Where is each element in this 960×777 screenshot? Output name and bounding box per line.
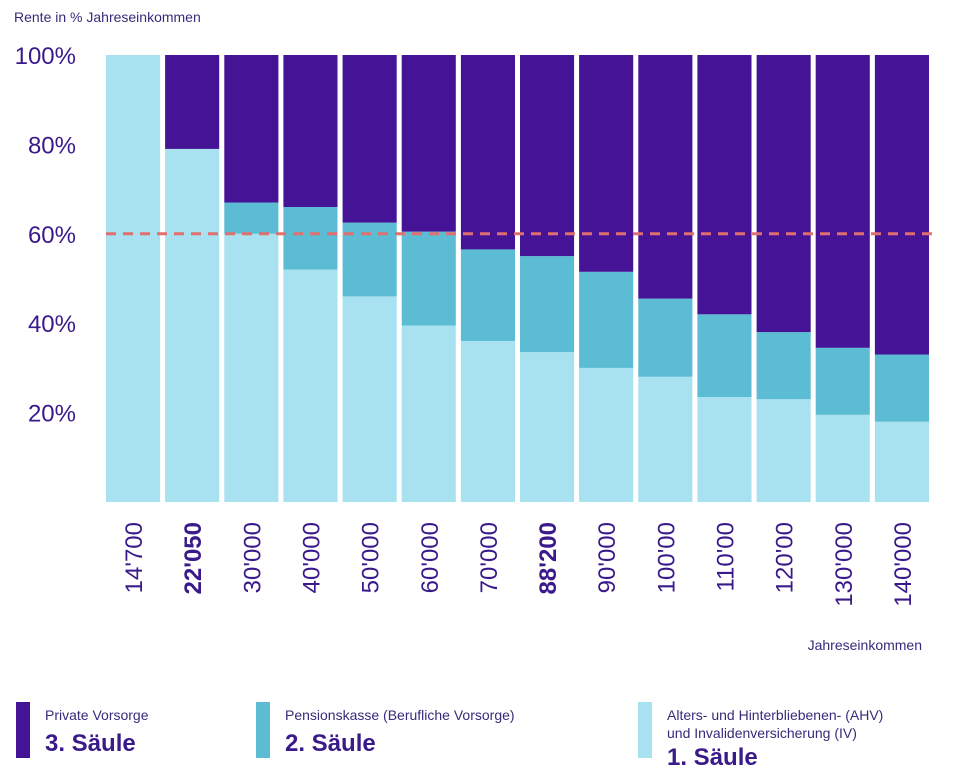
legend-subtitle: Private Vorsorge xyxy=(45,707,149,723)
legend-title: 3. Säule xyxy=(45,730,136,757)
legend-subtitle: Pensionskasse (Berufliche Vorsorge) xyxy=(285,707,515,723)
legend-subtitle: Alters- und Hinterbliebenen- (AHV) und I… xyxy=(667,706,883,742)
bar-segment-1-s-ule-11 xyxy=(756,399,811,502)
x-tick-label: 100'00 xyxy=(653,522,680,593)
legend-subtitle-line1: Alters- und Hinterbliebenen- (AHV) xyxy=(667,707,884,723)
x-axis-label: Jahreseinkommen xyxy=(808,637,922,653)
bar-segment-2-s-ule-10 xyxy=(697,314,752,397)
x-tick-label: 70'000 xyxy=(476,522,503,593)
bar-segment-1-s-ule-0 xyxy=(106,55,161,502)
x-tick-label: 50'000 xyxy=(358,522,385,593)
x-tick-label: 110'00 xyxy=(713,522,740,592)
bar-segment-1-s-ule-1 xyxy=(165,148,220,502)
bar-segment-2-s-ule-2 xyxy=(224,202,279,234)
y-axis-label: Rente in % Jahreseinkommen xyxy=(14,9,201,25)
bar-segment-1-s-ule-12 xyxy=(815,414,870,502)
y-tick-label: 100% xyxy=(15,43,76,70)
bar-segment-3-s-ule-6 xyxy=(460,55,515,250)
bar-segment-2-s-ule-12 xyxy=(815,347,870,415)
bar-segment-3-s-ule-13 xyxy=(874,55,929,355)
bar-segment-2-s-ule-7 xyxy=(520,256,575,353)
bar-segment-1-s-ule-7 xyxy=(520,352,575,502)
x-tick-label: 90'000 xyxy=(594,522,621,593)
bar-segment-2-s-ule-3 xyxy=(283,207,338,270)
x-ticks-group: 14'700 22'050 30'000 40'000 50'000 60'000 70'0… xyxy=(121,522,917,607)
legend-item-2-saeule: Pensionskasse (Berufliche Vorsorge) 2. S… xyxy=(256,700,576,758)
legend-swatch-2-saeule xyxy=(256,702,270,758)
legend-swatch-1-saeule xyxy=(638,702,652,758)
bar-segment-2-s-ule-6 xyxy=(460,249,515,341)
y-ticks-group: 20% 40% 60% 80% 100% xyxy=(15,43,76,428)
bar-segment-3-s-ule-11 xyxy=(756,55,811,333)
bar-segment-1-s-ule-6 xyxy=(460,341,515,502)
bar-segment-3-s-ule-9 xyxy=(638,55,693,299)
bar-segment-3-s-ule-4 xyxy=(342,55,397,223)
bar-segment-1-s-ule-9 xyxy=(638,376,693,502)
x-tick-label: 30'000 xyxy=(239,522,266,593)
bar-segment-3-s-ule-1 xyxy=(165,55,220,149)
x-tick-label: 130'000 xyxy=(831,522,858,607)
x-tick-label: 88'200 xyxy=(535,522,562,594)
x-tick-label: 60'000 xyxy=(417,522,444,593)
x-tick-label: 120'00 xyxy=(772,522,799,593)
bar-segment-1-s-ule-3 xyxy=(283,269,338,502)
legend-item-3-saeule: Private Vorsorge 3. Säule xyxy=(16,700,236,758)
legend-swatch-3-saeule xyxy=(16,702,30,758)
y-tick-label: 20% xyxy=(28,401,76,428)
bar-segment-1-s-ule-2 xyxy=(224,233,279,503)
bar-segment-2-s-ule-5 xyxy=(401,231,456,326)
bar-segment-3-s-ule-5 xyxy=(401,55,456,232)
bar-segment-2-s-ule-11 xyxy=(756,332,811,400)
bar-segment-1-s-ule-10 xyxy=(697,397,752,502)
x-tick-label: 14'700 xyxy=(121,522,148,593)
bar-segment-3-s-ule-12 xyxy=(815,55,870,348)
bar-segment-2-s-ule-8 xyxy=(579,271,634,368)
bar-segment-1-s-ule-5 xyxy=(401,325,456,502)
bar-segment-3-s-ule-10 xyxy=(697,55,752,315)
y-tick-label: 40% xyxy=(28,311,76,338)
bars-group xyxy=(106,55,929,503)
legend-title: 2. Säule xyxy=(285,730,376,757)
legend-title: 1. Säule xyxy=(667,744,758,771)
x-tick-label: 140'000 xyxy=(890,522,917,607)
legend-subtitle-line2: und Invalidenversicherung (IV) xyxy=(667,725,857,741)
x-tick-label: 22'050 xyxy=(180,522,207,594)
stacked-bar-chart: Rente in % Jahreseinkommen 20% 40% 60% 80% 1… xyxy=(14,9,934,653)
x-tick-label: 40'000 xyxy=(299,522,326,593)
bar-segment-3-s-ule-7 xyxy=(520,55,575,257)
bar-segment-3-s-ule-3 xyxy=(283,55,338,207)
bar-segment-1-s-ule-8 xyxy=(579,367,634,502)
legend-item-1-saeule: Alters- und Hinterbliebenen- (AHV) und I… xyxy=(638,700,938,771)
y-tick-label: 80% xyxy=(28,132,76,159)
bar-segment-2-s-ule-9 xyxy=(638,298,693,377)
bar-segment-3-s-ule-2 xyxy=(224,55,279,203)
bar-segment-2-s-ule-13 xyxy=(874,354,929,422)
bar-segment-3-s-ule-8 xyxy=(579,55,634,272)
y-tick-label: 60% xyxy=(28,222,76,249)
bar-segment-1-s-ule-4 xyxy=(342,296,397,502)
bar-segment-1-s-ule-13 xyxy=(874,421,929,502)
